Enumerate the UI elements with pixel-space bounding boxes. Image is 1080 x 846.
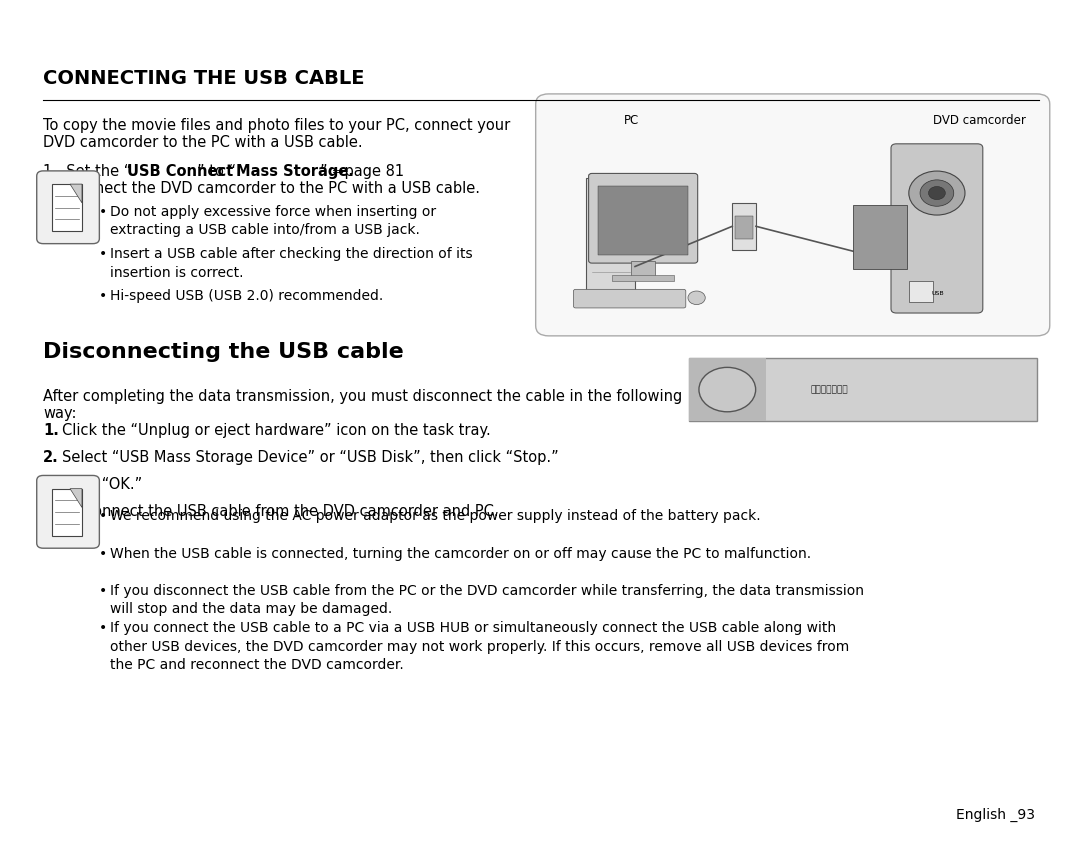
Polygon shape (70, 489, 82, 508)
FancyBboxPatch shape (536, 94, 1050, 336)
Text: •: • (99, 509, 108, 524)
Circle shape (929, 186, 945, 200)
Text: insertion is correct.: insertion is correct. (110, 266, 244, 280)
Text: USB Connect: USB Connect (126, 164, 233, 179)
Bar (598, 186, 688, 255)
Text: Click the “Unplug or eject hardware” icon on the task tray.: Click the “Unplug or eject hardware” ico… (63, 423, 491, 438)
Bar (689, 358, 1037, 421)
Bar (612, 275, 674, 281)
Text: DVD camcorder: DVD camcorder (933, 114, 1026, 127)
FancyBboxPatch shape (589, 173, 698, 263)
Text: Insert a USB cable after checking the direction of its: Insert a USB cable after checking the di… (110, 247, 473, 261)
Text: 1.  Set the “USB Connect” to “Mass Storage.” ⇒page 81: 1. Set the “USB Connect” to “Mass Storag… (43, 164, 454, 179)
Bar (52, 489, 82, 536)
FancyBboxPatch shape (573, 289, 686, 308)
Text: •: • (99, 247, 108, 261)
Text: Hi-speed USB (USB 2.0) recommended.: Hi-speed USB (USB 2.0) recommended. (110, 289, 383, 304)
Text: 4.: 4. (43, 504, 59, 519)
FancyBboxPatch shape (891, 144, 983, 313)
Text: way:: way: (43, 406, 77, 421)
Text: Disconnect the USB cable from the DVD camcorder and PC.: Disconnect the USB cable from the DVD ca… (63, 504, 499, 519)
Polygon shape (70, 184, 82, 203)
Text: will stop and the data may be damaged.: will stop and the data may be damaged. (110, 602, 392, 617)
Text: 1.: 1. (43, 423, 59, 438)
Text: 1.  Set the “: 1. Set the “ (43, 164, 132, 179)
Text: extracting a USB cable into/from a USB jack.: extracting a USB cable into/from a USB j… (110, 223, 420, 238)
Text: If you disconnect the USB cable from the PC or the DVD camcorder while transferr: If you disconnect the USB cable from the… (110, 584, 864, 598)
Text: DVD camcorder to the PC with a USB cable.: DVD camcorder to the PC with a USB cable… (43, 135, 363, 151)
Text: 2.: 2. (43, 450, 59, 465)
Text: Do not apply excessive force when inserting or: Do not apply excessive force when insert… (110, 205, 436, 219)
Bar (586, 178, 635, 296)
Bar (631, 261, 656, 276)
Bar (908, 281, 933, 302)
Text: •: • (99, 547, 108, 561)
Text: •: • (99, 621, 108, 635)
Text: To copy the movie files and photo files to your PC, connect your: To copy the movie files and photo files … (43, 118, 511, 134)
Text: USB: USB (931, 291, 944, 296)
Text: Disconnecting the USB cable: Disconnecting the USB cable (43, 342, 404, 362)
Text: English _93: English _93 (956, 808, 1035, 822)
Text: the PC and reconnect the DVD camcorder.: the PC and reconnect the DVD camcorder. (110, 658, 404, 673)
Bar (732, 203, 756, 250)
Text: •: • (99, 205, 108, 219)
Text: Select “USB Mass Storage Device” or “USB Disk”, then click “Stop.”: Select “USB Mass Storage Device” or “USB… (63, 450, 559, 465)
Text: After completing the data transmission, you must disconnect the cable in the fol: After completing the data transmission, … (43, 389, 683, 404)
Text: other USB devices, the DVD camcorder may not work properly. If this occurs, remo: other USB devices, the DVD camcorder may… (110, 640, 849, 654)
Bar (689, 358, 766, 421)
Bar (735, 217, 753, 239)
Text: ” to “: ” to “ (198, 164, 237, 179)
FancyBboxPatch shape (37, 475, 99, 548)
Circle shape (909, 171, 966, 215)
Bar (52, 184, 82, 231)
Text: •: • (99, 289, 108, 304)
Text: ” ⇒page 81: ” ⇒page 81 (320, 164, 404, 179)
Text: If you connect the USB cable to a PC via a USB HUB or simultaneously connect the: If you connect the USB cable to a PC via… (110, 621, 836, 635)
FancyBboxPatch shape (37, 171, 99, 244)
Bar (853, 206, 907, 269)
Text: 2.  Connect the DVD camcorder to the PC with a USB cable.: 2. Connect the DVD camcorder to the PC w… (43, 181, 481, 196)
Text: PC: PC (624, 114, 639, 127)
Text: Click “OK.”: Click “OK.” (63, 477, 143, 492)
Circle shape (688, 291, 705, 305)
Circle shape (699, 367, 756, 412)
Text: 3.: 3. (43, 477, 59, 492)
Text: Mass Storage.: Mass Storage. (237, 164, 354, 179)
Text: When the USB cable is connected, turning the camcorder on or off may cause the P: When the USB cable is connected, turning… (110, 547, 811, 561)
Circle shape (920, 180, 954, 206)
Text: 安全に取り出す: 安全に取り出す (811, 385, 849, 394)
Text: We recommend using the AC power adaptor as the power supply instead of the batte: We recommend using the AC power adaptor … (110, 509, 760, 524)
Text: CONNECTING THE USB CABLE: CONNECTING THE USB CABLE (43, 69, 365, 88)
Text: •: • (99, 584, 108, 598)
